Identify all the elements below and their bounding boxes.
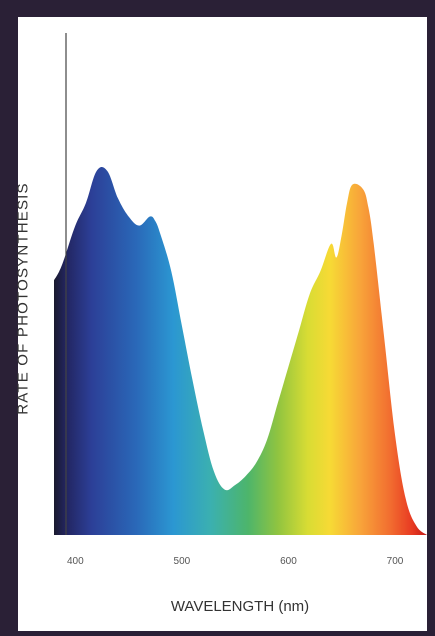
x-axis-label: WAVELENGTH (nm) — [170, 598, 310, 615]
x-tick-400: 400 — [66, 556, 84, 567]
x-tick-700: 700 — [386, 556, 404, 567]
photosynthesis-area — [54, 167, 427, 536]
y-axis-label: RATE OF PHOTOSYNTHESIS — [14, 182, 32, 415]
x-tick-600: 600 — [280, 556, 297, 567]
x-tick-500: 500 — [173, 556, 191, 567]
